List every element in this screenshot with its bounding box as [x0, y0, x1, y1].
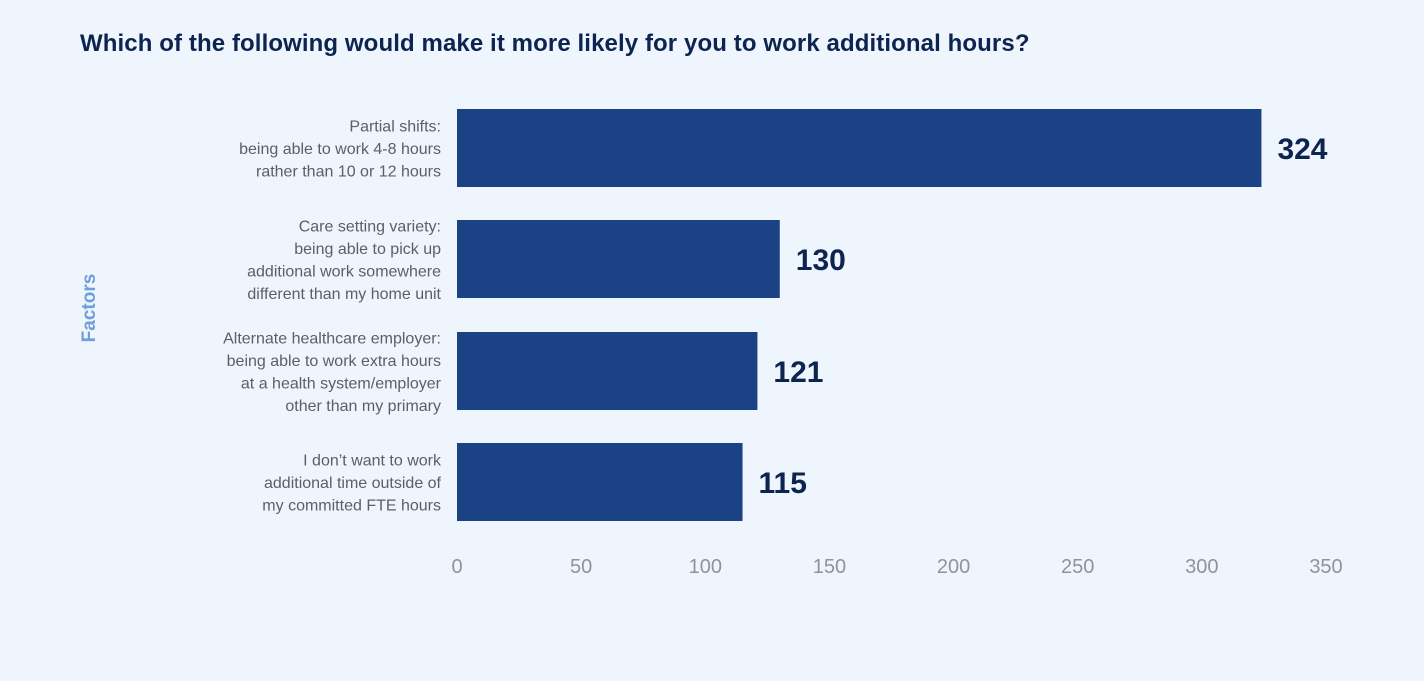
- bar: [457, 220, 780, 298]
- category-label: Partial shifts: being able to work 4-8 ho…: [239, 119, 441, 181]
- x-tick-label: 200: [937, 556, 970, 578]
- bar-value-label: 121: [773, 356, 823, 389]
- bar: [457, 332, 758, 410]
- x-tick-label: 100: [689, 556, 722, 578]
- bar: [457, 443, 743, 521]
- x-tick-label: 50: [570, 556, 592, 578]
- x-tick-label: 350: [1309, 556, 1342, 578]
- x-tick-label: 0: [451, 556, 462, 578]
- x-tick-label: 300: [1185, 556, 1218, 578]
- bar-value-label: 115: [759, 467, 807, 500]
- bar-value-label: 324: [1277, 133, 1327, 166]
- chart-title: Which of the following would make it mor…: [80, 30, 1030, 57]
- bar-value-label: 130: [796, 244, 846, 277]
- category-label: I don’t want to work additional time outs…: [262, 453, 442, 515]
- category-label: Care setting variety: being able to pick …: [247, 218, 441, 303]
- category-label: Alternate healthcare employer: being able…: [223, 330, 442, 415]
- bar: [457, 109, 1262, 187]
- x-tick-label: 150: [813, 556, 846, 578]
- x-tick-label: 250: [1061, 556, 1094, 578]
